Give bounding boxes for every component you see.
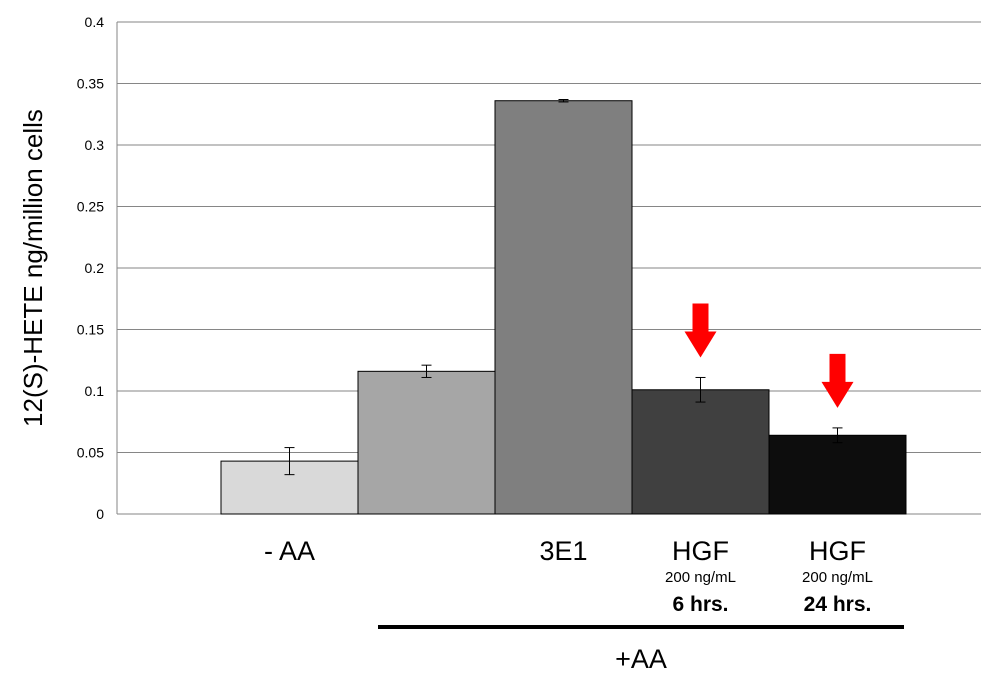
category-labels: - AA 3E1 HGF 200 ng/mL 6 hrs. HGF 200 ng/mL 24 … [264,536,873,616]
down-arrow-icon [684,303,717,358]
y-tick-label: 0.15 [77,322,104,338]
category-label: HGF [809,536,866,566]
y-tick-label: 0.1 [85,383,105,399]
y-tick-label: 0.4 [85,14,105,30]
group-label: +AA [615,644,667,674]
category-label: - AA [264,536,315,566]
y-tick-label: 0.2 [85,260,105,276]
down-arrow-icon [821,353,854,408]
bar [357,370,496,515]
category-time-label: 6 hrs. [672,593,728,616]
y-tick-label: 0.35 [77,76,104,92]
annotation-arrows [684,303,854,408]
y-axis-tick-labels: 0 0.05 0.1 0.15 0.2 0.25 0.3 0.35 0.4 [77,14,104,522]
y-axis-label: 12(S)-HETE ng/million cells [18,109,48,427]
bar [631,389,770,515]
bar [768,434,907,515]
category-sublabel: 200 ng/mL [665,569,736,586]
bar [494,100,633,515]
y-tick-label: 0.05 [77,445,104,461]
category-time-label: 24 hrs. [804,593,872,616]
category-label: HGF [672,536,729,566]
category-label: 3E1 [539,536,587,566]
error-bars [284,98,843,476]
y-tick-label: 0 [96,506,104,522]
y-tick-label: 0.25 [77,199,104,215]
category-sublabel: 200 ng/mL [802,569,873,586]
y-tick-label: 0.3 [85,137,105,153]
